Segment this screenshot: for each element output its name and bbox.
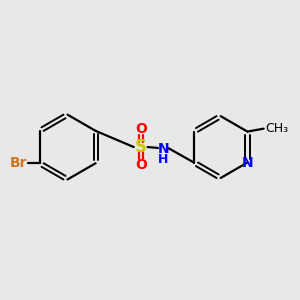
Text: N: N: [242, 155, 253, 170]
Text: O: O: [135, 158, 147, 172]
Text: N: N: [158, 142, 169, 155]
Text: Br: Br: [9, 156, 27, 170]
Text: CH₃: CH₃: [265, 122, 288, 135]
Text: S: S: [135, 138, 147, 156]
Text: O: O: [135, 122, 147, 136]
Text: H: H: [158, 153, 168, 166]
